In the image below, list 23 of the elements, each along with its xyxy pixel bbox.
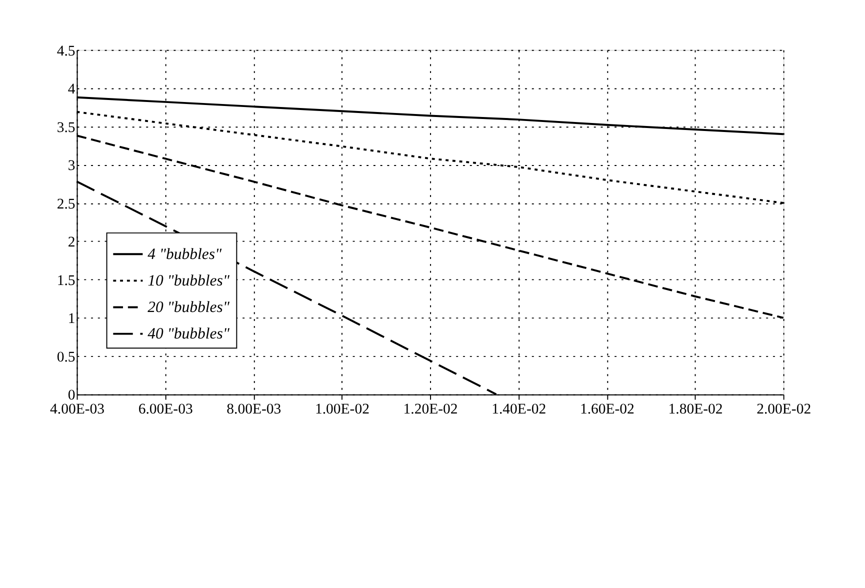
- x-tick-label: 6.00E-03: [138, 402, 193, 418]
- y-tick-label: 2: [68, 234, 76, 251]
- y-tick-label: 4.5: [56, 43, 76, 60]
- x-tick-label: 1.80E-02: [668, 402, 723, 418]
- x-tick-label: 1.40E-02: [492, 402, 546, 418]
- y-tick-label: 0: [68, 388, 76, 404]
- legend-label: 10 "bubbles": [148, 272, 230, 290]
- legend-label: 40 "bubbles": [148, 326, 230, 343]
- x-tick-label: 1.00E-02: [314, 402, 370, 418]
- x-tick-label: 1.20E-02: [403, 402, 458, 418]
- legend-label: 4 "bubbles": [148, 246, 222, 264]
- x-tick-label: 2.00E-02: [756, 402, 812, 418]
- y-tick-label: 0.5: [56, 349, 76, 366]
- x-tick-label: 1.60E-02: [580, 402, 634, 418]
- y-tick-label: 3.5: [56, 120, 76, 136]
- x-tick-label: 4.00E-03: [50, 402, 104, 418]
- y-tick-label: 1.5: [56, 272, 76, 289]
- y-tick-label: 3: [68, 158, 76, 174]
- y-tick-label: 1: [68, 311, 76, 328]
- x-tick-label: 8.00E-03: [226, 402, 282, 418]
- y-tick-label: 4: [68, 82, 76, 98]
- y-tick-label: 2.5: [56, 196, 76, 212]
- legend-label: 20 "bubbles": [148, 299, 230, 316]
